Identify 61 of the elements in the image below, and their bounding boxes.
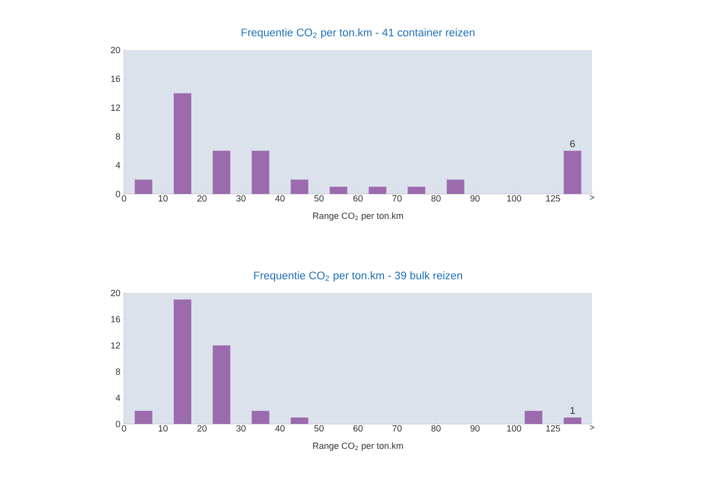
text: 125 (546, 195, 560, 202)
data-label: 1 (570, 407, 575, 414)
y-tick-label: 16 (111, 76, 120, 82)
text: 100 (507, 195, 522, 202)
x-axis-title: Range CO$_{2}$ per ton.km (313, 212, 403, 221)
text: 50 (314, 425, 324, 432)
text: 70 (392, 195, 402, 202)
text: 90 (470, 195, 480, 202)
bar (252, 410, 270, 424)
text: 40 (275, 195, 285, 202)
y-tick-label: 12 (111, 342, 120, 349)
bar (212, 150, 230, 194)
y-tick-label: 0 (116, 420, 120, 428)
y-tick-label: 4 (116, 394, 120, 401)
text: 50 (314, 195, 324, 202)
bar (290, 417, 308, 424)
text: 30 (236, 195, 246, 202)
y-tick-label: 8 (116, 133, 120, 140)
text: 90 (470, 425, 480, 432)
y-tick-label: 12 (111, 104, 120, 111)
text: 100 (507, 425, 522, 432)
bar (330, 186, 348, 194)
bar (134, 410, 152, 424)
text: 80 (431, 195, 441, 202)
bar (564, 417, 582, 424)
text: 10 (158, 195, 168, 202)
y-tick-label: 4 (116, 162, 120, 168)
x-axis-title: Range CO$_{2}$ per ton.km (313, 442, 403, 451)
bar (252, 150, 270, 194)
text: 40 (275, 425, 285, 432)
y-tick-label: 20 (110, 46, 120, 54)
bar (408, 186, 426, 194)
y-tick-label: 0 (116, 190, 120, 198)
text: 125 (546, 425, 560, 432)
chart-title: Frequentie CO$_{2}$ per ton.km - 39 bulk reizen (254, 271, 462, 282)
y-tick-label: 16 (111, 316, 120, 322)
bar (134, 180, 152, 194)
bar (524, 410, 542, 424)
text: 60 (353, 425, 363, 432)
y-tick-label: 8 (116, 368, 120, 375)
bar (174, 300, 192, 424)
text: > (590, 195, 594, 200)
bar (368, 186, 386, 194)
text: 20 (197, 195, 207, 202)
text: > (590, 425, 594, 430)
text: 70 (392, 425, 402, 432)
y-tick-label: 20 (110, 290, 120, 296)
text: 20 (197, 425, 207, 432)
bar (174, 93, 192, 194)
text: 10 (158, 425, 168, 432)
bar (290, 180, 308, 194)
chart-title: Frequentie CO$_{2}$ per ton.km - 41 container reizen (242, 28, 474, 38)
bar (446, 180, 464, 194)
text: 60 (353, 195, 363, 202)
bar (564, 150, 582, 194)
text: 30 (236, 425, 246, 432)
text: 0 (122, 425, 126, 432)
text: 80 (431, 425, 441, 432)
data-label: 6 (570, 140, 575, 148)
text: 0 (122, 195, 126, 202)
bar (212, 345, 230, 424)
